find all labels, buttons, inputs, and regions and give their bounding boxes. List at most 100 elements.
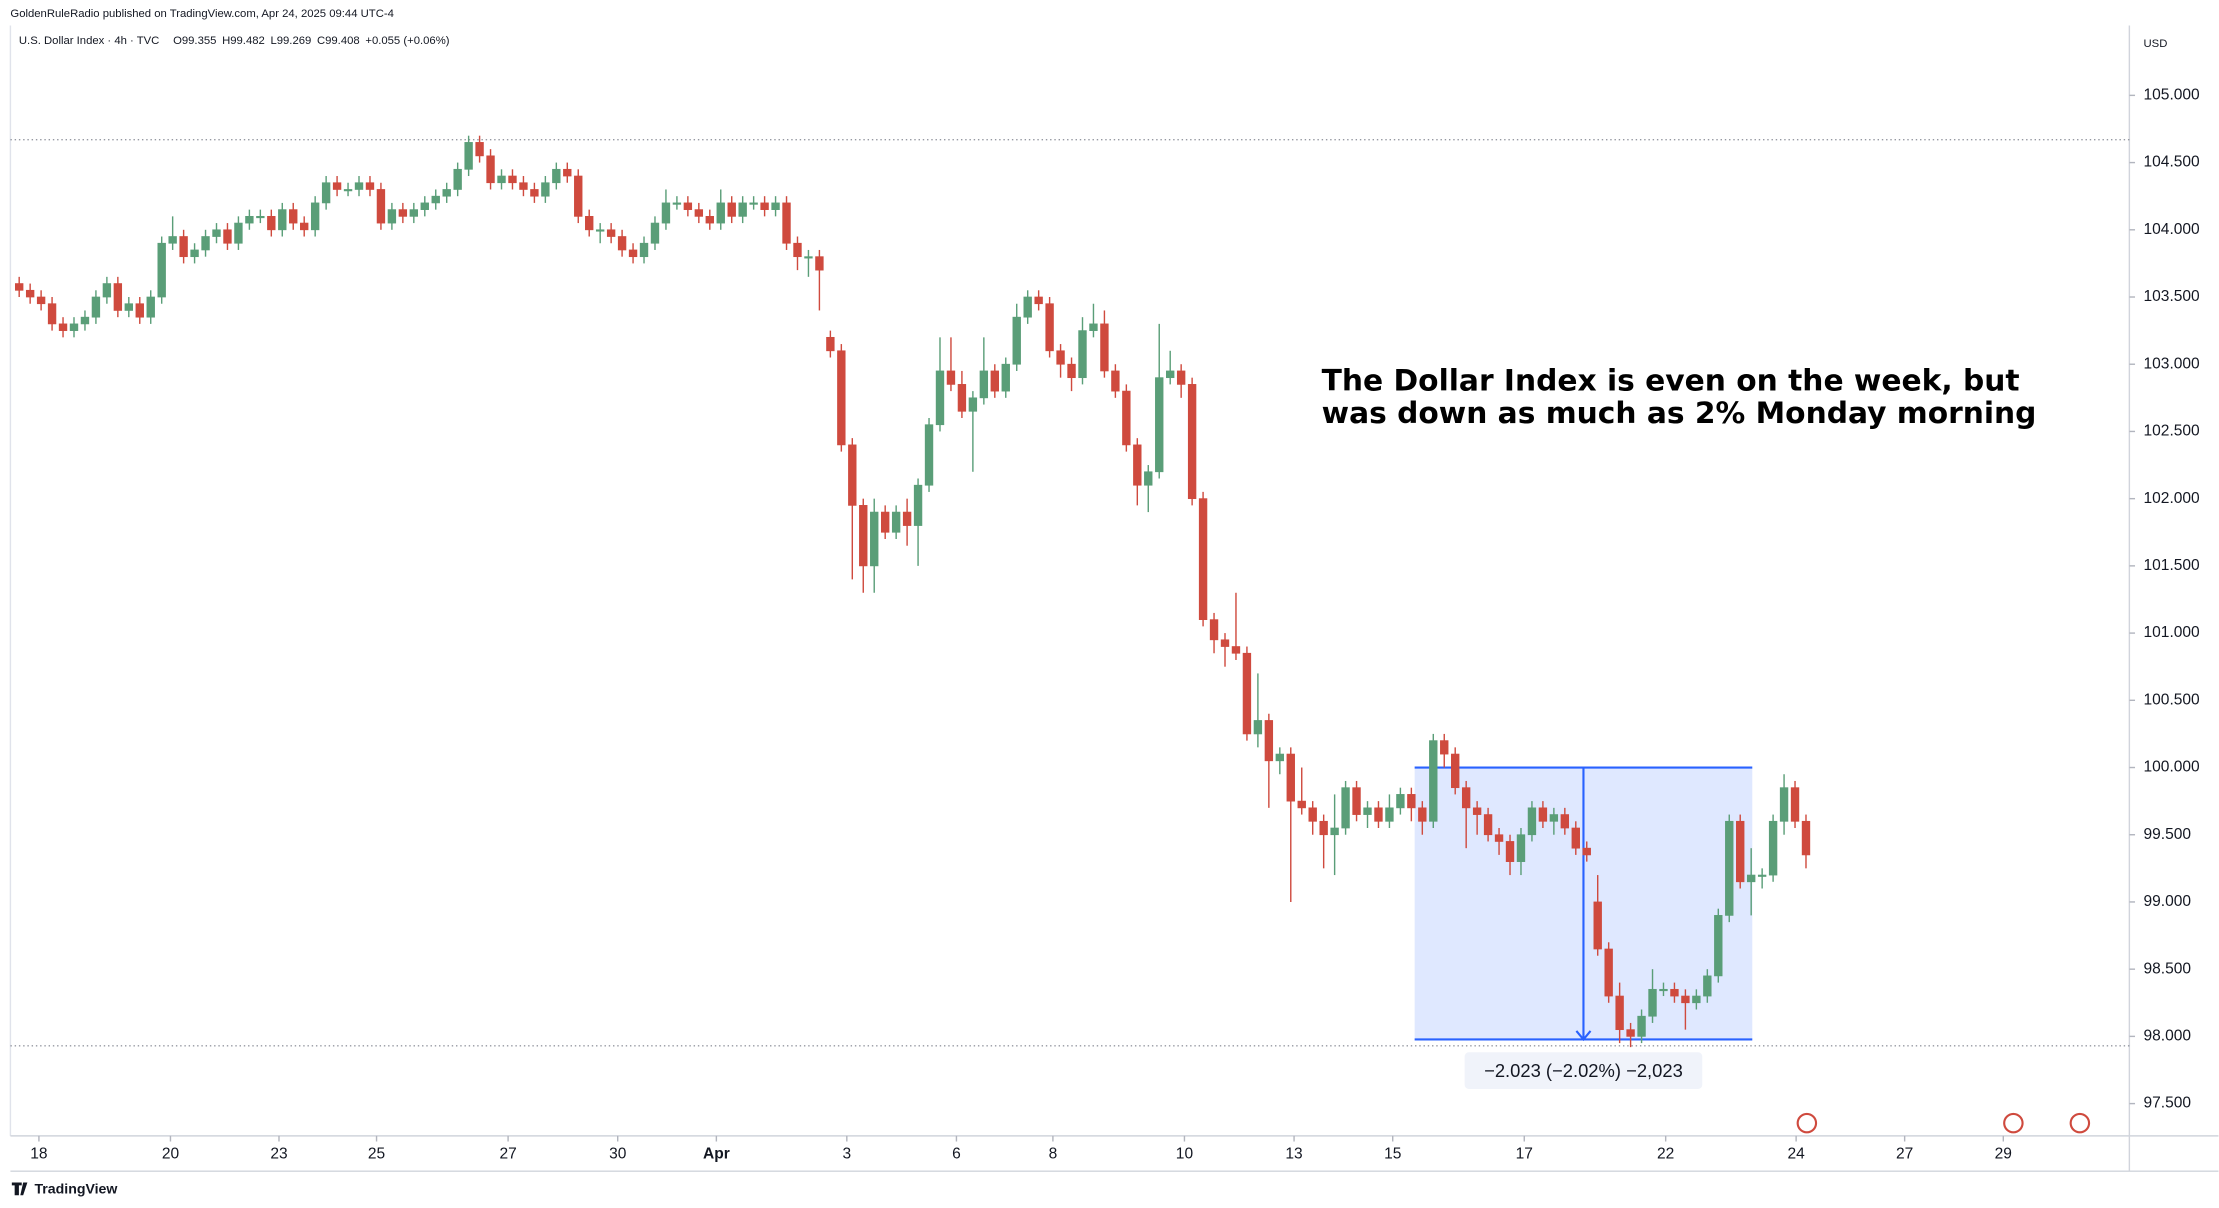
candle-body <box>267 215 276 231</box>
y-tick-label: 101.500 <box>2144 557 2201 574</box>
x-tick-label: 20 <box>162 1145 180 1162</box>
candle-body <box>1736 820 1745 883</box>
candle-body <box>1440 740 1449 755</box>
candle-body <box>1560 814 1570 829</box>
candle-body <box>146 296 155 318</box>
x-tick-label: 13 <box>1285 1145 1302 1162</box>
candle-body <box>1023 296 1032 318</box>
candle-body <box>826 336 835 352</box>
candle-body <box>1757 874 1767 877</box>
candle-body <box>113 283 123 311</box>
candle-body <box>58 323 68 331</box>
candle-body <box>1429 740 1438 822</box>
candle-body <box>552 168 561 184</box>
candle-body <box>497 175 506 184</box>
candle-body <box>1461 787 1471 809</box>
candle-body <box>212 229 221 237</box>
candle-body <box>968 397 978 412</box>
candle-body <box>1670 988 1679 997</box>
y-tick-label: 100.500 <box>2144 691 2201 708</box>
candle-body <box>1593 901 1602 950</box>
candle-body <box>749 202 758 205</box>
candle-body <box>716 202 725 224</box>
candle-body <box>1341 787 1350 829</box>
candle-body <box>1637 1015 1646 1037</box>
candle-body <box>300 222 309 231</box>
candle-body <box>1801 820 1811 856</box>
candle-body <box>1714 915 1723 977</box>
y-tick-label: 98.500 <box>2144 960 2192 977</box>
candle-body <box>1001 363 1010 392</box>
candle-body <box>1122 390 1131 446</box>
y-tick-label: 100.000 <box>2144 759 2201 776</box>
candle-body <box>924 424 934 486</box>
y-tick-label: 99.000 <box>2144 893 2192 910</box>
candle-body <box>563 168 572 177</box>
candle-body <box>91 296 101 318</box>
candle-body <box>1187 384 1197 500</box>
candle-body <box>979 370 989 399</box>
x-tick-label: 24 <box>1787 1145 1805 1162</box>
candle-body <box>431 195 440 204</box>
candle-body <box>1725 820 1734 916</box>
candle-body <box>913 484 923 526</box>
candle-body <box>606 229 616 237</box>
candle-body <box>1056 350 1065 365</box>
candle-body <box>201 236 210 251</box>
candle-body <box>771 202 780 210</box>
candle-body <box>420 202 429 210</box>
candle-body <box>1626 1029 1635 1037</box>
candle-body <box>409 209 419 217</box>
y-tick-label: 98.000 <box>2144 1027 2192 1044</box>
candle-body <box>1527 807 1537 836</box>
candle-body <box>190 249 199 258</box>
candle-body <box>1264 720 1274 762</box>
y-tick-label: 104.000 <box>2144 221 2201 238</box>
event-flag[interactable] <box>1796 1112 1818 1134</box>
candle-body <box>946 370 956 385</box>
candle-body <box>1198 498 1208 620</box>
candle-body <box>782 202 791 244</box>
y-tick-label: 101.000 <box>2144 624 2201 641</box>
candle-body <box>683 202 693 210</box>
y-tick-label: 97.500 <box>2144 1095 2192 1112</box>
candle-body <box>1582 847 1591 856</box>
candle-body <box>354 182 364 190</box>
candle-body <box>1571 827 1580 849</box>
annotation-line: The Dollar Index is even on the week, bu… <box>1322 363 2020 398</box>
candle-body <box>223 229 232 244</box>
candle-body <box>727 202 736 217</box>
candle-body <box>859 505 868 567</box>
candle-body <box>1089 323 1098 331</box>
x-tick-label: 27 <box>499 1145 516 1162</box>
candle-body <box>760 202 769 210</box>
legend-value: +0.055 (+0.06%) <box>365 35 449 47</box>
annotation-line: was down as much as 2% Monday morning <box>1322 396 2037 431</box>
publisher: GoldenRuleRadio published on TradingView… <box>10 8 394 20</box>
logo: TradingView <box>34 1180 118 1196</box>
candle-body <box>1779 787 1789 822</box>
candle-body <box>1692 995 1701 1004</box>
y-tick-label: 102.500 <box>2144 423 2201 440</box>
legend-value: L99.269 <box>270 35 311 47</box>
candle-body <box>957 384 967 412</box>
y-tick-label: 99.500 <box>2144 826 2192 843</box>
candle-body <box>1308 807 1317 822</box>
y-tick-label: 103.000 <box>2144 355 2201 372</box>
candle-body <box>464 142 473 170</box>
candle-body <box>1330 827 1339 836</box>
candle-body <box>585 215 594 231</box>
candle-body <box>234 222 243 244</box>
candle-body <box>705 215 714 224</box>
candle-body <box>650 222 660 244</box>
candle-body <box>541 182 550 197</box>
y-tick-label: 104.500 <box>2144 154 2201 171</box>
candle-body <box>595 229 605 232</box>
x-tick-label: 17 <box>1516 1145 1533 1162</box>
event-flag[interactable] <box>2069 1112 2091 1134</box>
candle-body <box>1451 753 1460 789</box>
event-flag[interactable] <box>2003 1112 2024 1134</box>
